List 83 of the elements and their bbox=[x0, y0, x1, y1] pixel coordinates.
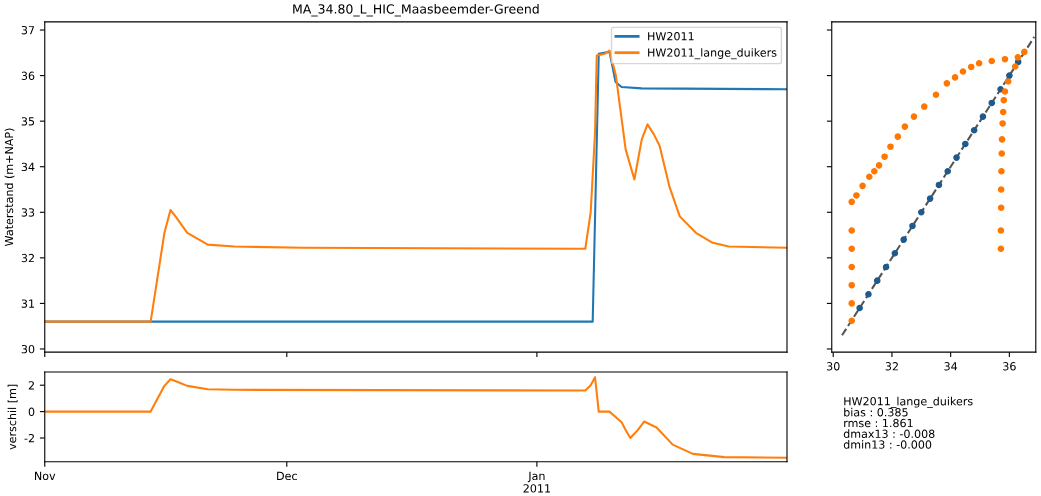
point bbox=[918, 208, 925, 216]
point bbox=[871, 167, 878, 175]
point bbox=[1014, 54, 1022, 61]
point bbox=[944, 167, 952, 175]
chart-title: MA_34.80_L_HIC_Maasbeemder-Greend bbox=[293, 3, 539, 17]
point bbox=[1004, 78, 1012, 85]
point bbox=[967, 63, 975, 71]
point bbox=[932, 91, 940, 99]
point bbox=[988, 57, 996, 65]
point bbox=[935, 181, 943, 189]
point bbox=[1001, 88, 1009, 95]
point bbox=[998, 150, 1006, 157]
point bbox=[962, 140, 969, 148]
point bbox=[997, 227, 1005, 234]
line-series bbox=[44, 376, 787, 459]
y-tick-label: 37 bbox=[21, 26, 35, 35]
point bbox=[999, 120, 1006, 127]
point bbox=[1001, 55, 1009, 63]
point bbox=[975, 59, 983, 67]
point bbox=[951, 74, 959, 81]
point bbox=[920, 103, 928, 110]
point bbox=[848, 281, 856, 289]
y-axis-title: verschil [m] bbox=[7, 384, 18, 450]
y-tick-label: 33 bbox=[21, 208, 35, 217]
y-tick-label: 30 bbox=[21, 344, 35, 354]
point bbox=[959, 68, 967, 75]
point bbox=[900, 236, 907, 243]
point bbox=[848, 245, 856, 253]
text: HW2011_lange_duikers bias : 0.385 rmse : 1.861 dmax13 : -0.008 dmin13 : -0.000 bbox=[843, 396, 973, 449]
point bbox=[988, 99, 996, 107]
y-tick-label: 36 bbox=[21, 71, 35, 80]
y-tick-label: 34 bbox=[21, 162, 35, 172]
y-tick-label: 32 bbox=[21, 253, 34, 263]
point bbox=[848, 227, 856, 234]
point bbox=[856, 304, 863, 312]
point bbox=[1021, 48, 1028, 56]
point bbox=[910, 113, 918, 120]
y-tick-label: 35 bbox=[21, 117, 35, 126]
x-tick-label: 34 bbox=[944, 362, 958, 371]
legend-label: HW2011_lange_duikers bbox=[648, 48, 777, 60]
point bbox=[997, 245, 1005, 253]
point bbox=[998, 136, 1006, 143]
y-tick-label: 31 bbox=[21, 299, 35, 308]
point bbox=[909, 222, 916, 230]
point bbox=[901, 123, 909, 130]
point bbox=[997, 204, 1005, 212]
x-tick-label: 36 bbox=[1003, 362, 1016, 371]
point bbox=[998, 167, 1005, 175]
point bbox=[979, 113, 987, 120]
legend-label: HW2011 bbox=[648, 32, 694, 41]
point bbox=[926, 195, 934, 202]
point bbox=[882, 263, 890, 271]
point bbox=[865, 291, 872, 298]
point bbox=[1006, 72, 1013, 79]
point bbox=[848, 317, 856, 325]
y-tick-label: 2 bbox=[28, 381, 34, 390]
point bbox=[848, 300, 856, 307]
point bbox=[891, 249, 899, 257]
point bbox=[866, 173, 873, 181]
point bbox=[1011, 63, 1019, 70]
point bbox=[875, 162, 883, 169]
point bbox=[953, 154, 960, 161]
point bbox=[853, 192, 860, 199]
x-tick-label: Dec bbox=[277, 471, 297, 481]
point bbox=[881, 153, 888, 160]
point bbox=[999, 108, 1007, 116]
y-axis-title: Waterstand (m+NAP) bbox=[4, 128, 15, 247]
y-tick-label: 0 bbox=[28, 407, 35, 416]
point bbox=[997, 186, 1005, 193]
x-tick-label: 30 bbox=[827, 362, 840, 371]
x-tick-label: 32 bbox=[885, 362, 898, 371]
x-tick-label: Nov bbox=[35, 471, 56, 481]
point bbox=[894, 133, 902, 140]
point bbox=[848, 263, 856, 271]
point bbox=[1000, 96, 1008, 104]
point bbox=[848, 198, 856, 206]
point bbox=[859, 182, 866, 190]
point bbox=[887, 143, 894, 150]
y-tick-label: -2 bbox=[24, 433, 34, 443]
x-tick-label: Jan 2011 bbox=[523, 471, 551, 493]
point bbox=[943, 80, 951, 87]
point bbox=[873, 277, 881, 284]
point bbox=[970, 126, 978, 134]
